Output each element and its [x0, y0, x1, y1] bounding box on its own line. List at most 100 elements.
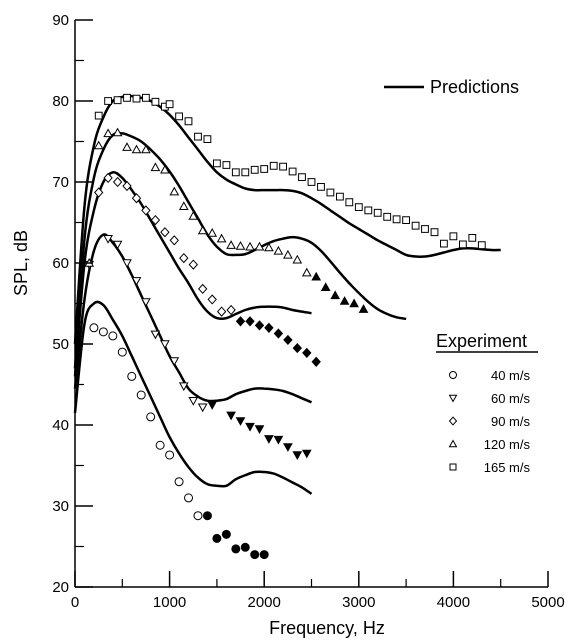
data-point: [98, 327, 108, 337]
y-tick-label: 40: [52, 417, 69, 434]
data-point-filled: [250, 550, 260, 560]
y-tick-label: 20: [52, 579, 69, 596]
data-point: [184, 493, 194, 503]
data-point-filled: [320, 282, 331, 291]
data-point: [188, 259, 198, 270]
y-axis-title: SPL, dB: [11, 230, 31, 296]
data-point: [141, 298, 151, 307]
data-point: [364, 206, 373, 215]
experiment-legend-title: Experiment: [436, 331, 527, 351]
y-tick-label: 30: [52, 498, 69, 515]
data-point: [194, 132, 202, 141]
data-point-filled: [221, 529, 231, 539]
experiment-markers: [84, 93, 486, 560]
data-point: [273, 245, 284, 255]
data-point: [142, 93, 150, 102]
data-point-filled: [330, 290, 341, 300]
data-point: [222, 161, 231, 169]
x-tick-label: 3000: [342, 594, 375, 611]
series-40-m-s: [89, 323, 269, 560]
data-point: [151, 97, 160, 106]
legend-marker-2: [448, 394, 458, 403]
data-point: [188, 397, 199, 406]
prediction-curve-2: [73, 233, 313, 404]
data-point: [235, 240, 246, 250]
data-point: [112, 127, 123, 137]
data-point: [392, 215, 401, 224]
data-point-filled: [283, 443, 293, 452]
data-point: [241, 168, 250, 177]
data-point: [288, 167, 297, 176]
data-point-filled: [302, 347, 312, 359]
data-point-filled: [245, 316, 255, 327]
data-point: [193, 511, 203, 521]
data-point: [136, 390, 146, 400]
data-point: [169, 186, 180, 196]
data-point: [430, 228, 439, 237]
data-point: [150, 214, 161, 226]
predictions-legend: Predictions: [384, 77, 519, 97]
data-point-filled: [283, 334, 293, 346]
experiment-legend-entries: 40 m/s 60 m/s 90 m/s 120 m/s 165 m/s: [448, 368, 530, 475]
legend-marker-4: [448, 439, 458, 448]
data-point: [207, 294, 217, 305]
data-point-filled: [231, 544, 241, 554]
data-point: [127, 371, 137, 381]
data-point: [254, 241, 265, 251]
data-point-filled: [339, 296, 350, 305]
prediction-curve-4: [73, 131, 407, 369]
data-point: [165, 100, 174, 109]
x-tick-label: 2000: [248, 594, 281, 611]
data-point-filled: [358, 304, 369, 313]
data-point: [131, 144, 142, 154]
x-tick-label: 0: [71, 594, 79, 611]
data-point: [226, 240, 236, 249]
data-point: [307, 178, 316, 186]
series-165-m-s: [94, 93, 486, 250]
data-point: [197, 403, 208, 413]
data-point: [131, 277, 142, 286]
data-point: [326, 188, 335, 197]
data-point: [264, 242, 274, 252]
data-point: [354, 203, 363, 211]
data-point-filled: [245, 422, 255, 432]
data-point-filled: [264, 435, 274, 444]
data-point: [155, 440, 165, 450]
data-point: [112, 240, 123, 250]
data-point: [93, 140, 104, 150]
data-point-filled: [259, 550, 269, 560]
y-tick-label: 80: [52, 93, 69, 110]
prediction-curves: [73, 94, 501, 495]
data-point-filled: [240, 542, 250, 552]
data-point-filled: [254, 425, 265, 435]
data-point: [216, 233, 227, 243]
data-point: [184, 117, 193, 126]
x-tick-label: 4000: [437, 594, 470, 611]
data-point: [279, 162, 287, 171]
data-point: [112, 176, 123, 188]
data-point: [440, 239, 448, 248]
data-point-filled: [254, 320, 265, 331]
data-point: [411, 221, 420, 230]
data-point: [226, 304, 236, 316]
data-point: [146, 412, 156, 422]
legend-marker-3: [448, 416, 458, 426]
data-point: [269, 161, 278, 170]
data-point: [178, 201, 189, 210]
axes: 20 30 40 50 60 70 80 90 0 1000 2000 3000 4000 5000: [52, 12, 564, 611]
data-point: [421, 225, 429, 233]
data-point: [108, 331, 118, 341]
data-point-filled: [292, 342, 302, 354]
data-point: [383, 212, 392, 221]
data-point: [179, 252, 189, 264]
data-point: [141, 205, 151, 216]
data-point-filled: [273, 328, 284, 339]
data-point: [104, 97, 112, 105]
data-point: [197, 225, 208, 235]
predictions-legend-label: Predictions: [430, 77, 519, 97]
data-point: [203, 135, 212, 143]
data-point: [165, 450, 175, 460]
data-point: [94, 187, 104, 198]
data-point-filled: [207, 401, 218, 410]
data-point-filled: [292, 451, 303, 461]
